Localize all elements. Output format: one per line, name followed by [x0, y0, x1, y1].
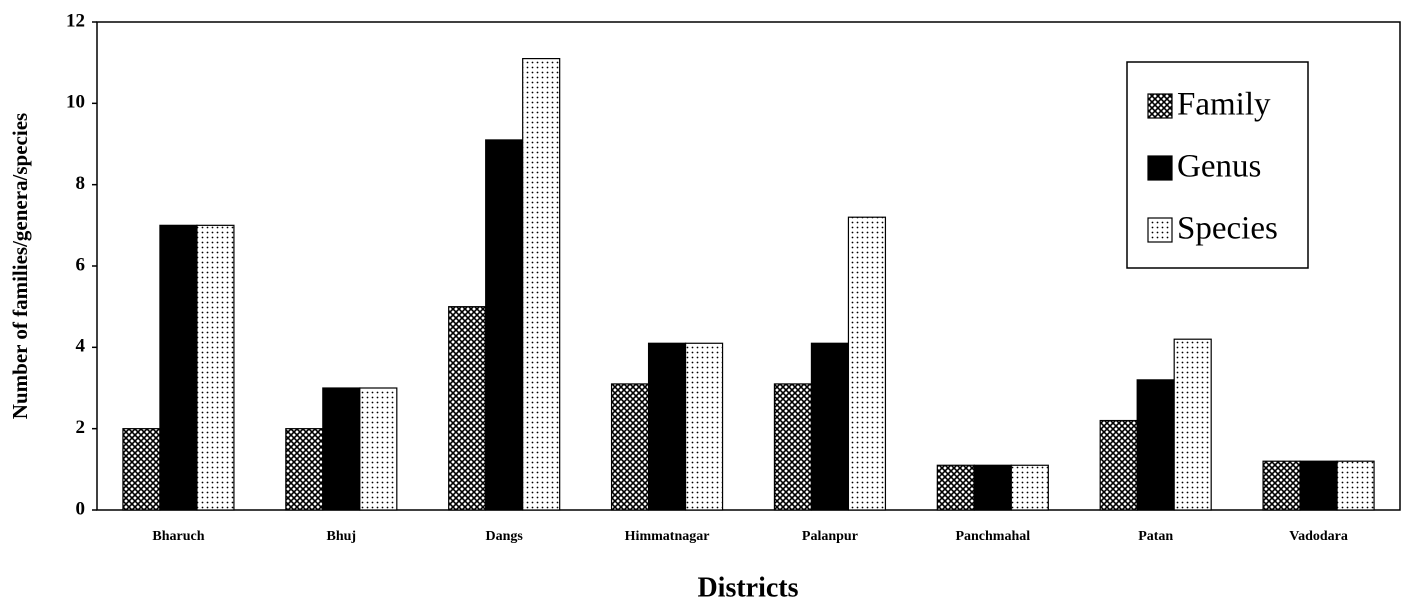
bar: [1010, 464, 1049, 511]
legend-label: Species: [1177, 211, 1278, 247]
bar: [773, 383, 813, 511]
bar: [1262, 460, 1301, 511]
x-tick-label: Dangs: [486, 529, 524, 544]
bar: [810, 342, 850, 511]
bar: [973, 464, 1012, 511]
legend-swatch: [1147, 93, 1173, 119]
bar: [196, 224, 235, 511]
bar: [647, 342, 687, 511]
y-tick-label: 0: [76, 498, 86, 519]
bar: [159, 224, 198, 511]
legend-swatch: [1147, 155, 1173, 181]
bar: [285, 428, 324, 511]
legend-label: Genus: [1177, 149, 1261, 185]
legend-label: Family: [1177, 87, 1271, 123]
x-tick-label: Himmatnagar: [625, 529, 710, 544]
bar: [684, 342, 724, 511]
y-tick-label: 4: [76, 336, 86, 357]
x-tick-label: Bhuj: [327, 529, 357, 544]
bar: [1299, 460, 1338, 511]
bar: [448, 306, 487, 511]
legend-swatch: [1147, 217, 1173, 243]
y-tick-label: 10: [66, 92, 85, 113]
y-tick-label: 6: [76, 254, 86, 275]
x-tick-label: Bharuch: [152, 529, 204, 544]
bar: [936, 464, 975, 511]
bar: [1136, 379, 1175, 511]
x-tick-label: Patan: [1138, 529, 1173, 544]
y-tick-label: 12: [66, 10, 85, 31]
x-tick-label: Palanpur: [802, 529, 858, 544]
bar: [485, 139, 524, 511]
y-axis-label: Number of families/genera/species: [8, 113, 32, 419]
x-tick-label: Vadodara: [1289, 529, 1348, 544]
bar: [610, 383, 650, 511]
bar: [1099, 419, 1138, 511]
bar: [122, 428, 161, 511]
x-axis-label: Districts: [697, 572, 798, 603]
y-tick-label: 8: [76, 173, 86, 194]
bar: [522, 57, 561, 511]
bar: [1173, 338, 1212, 511]
bar: [847, 216, 887, 511]
bar: [322, 387, 361, 511]
x-tick-label: Panchmahal: [955, 529, 1030, 544]
bar: [1336, 460, 1375, 511]
y-tick-label: 2: [76, 417, 86, 438]
bar: [359, 387, 398, 511]
